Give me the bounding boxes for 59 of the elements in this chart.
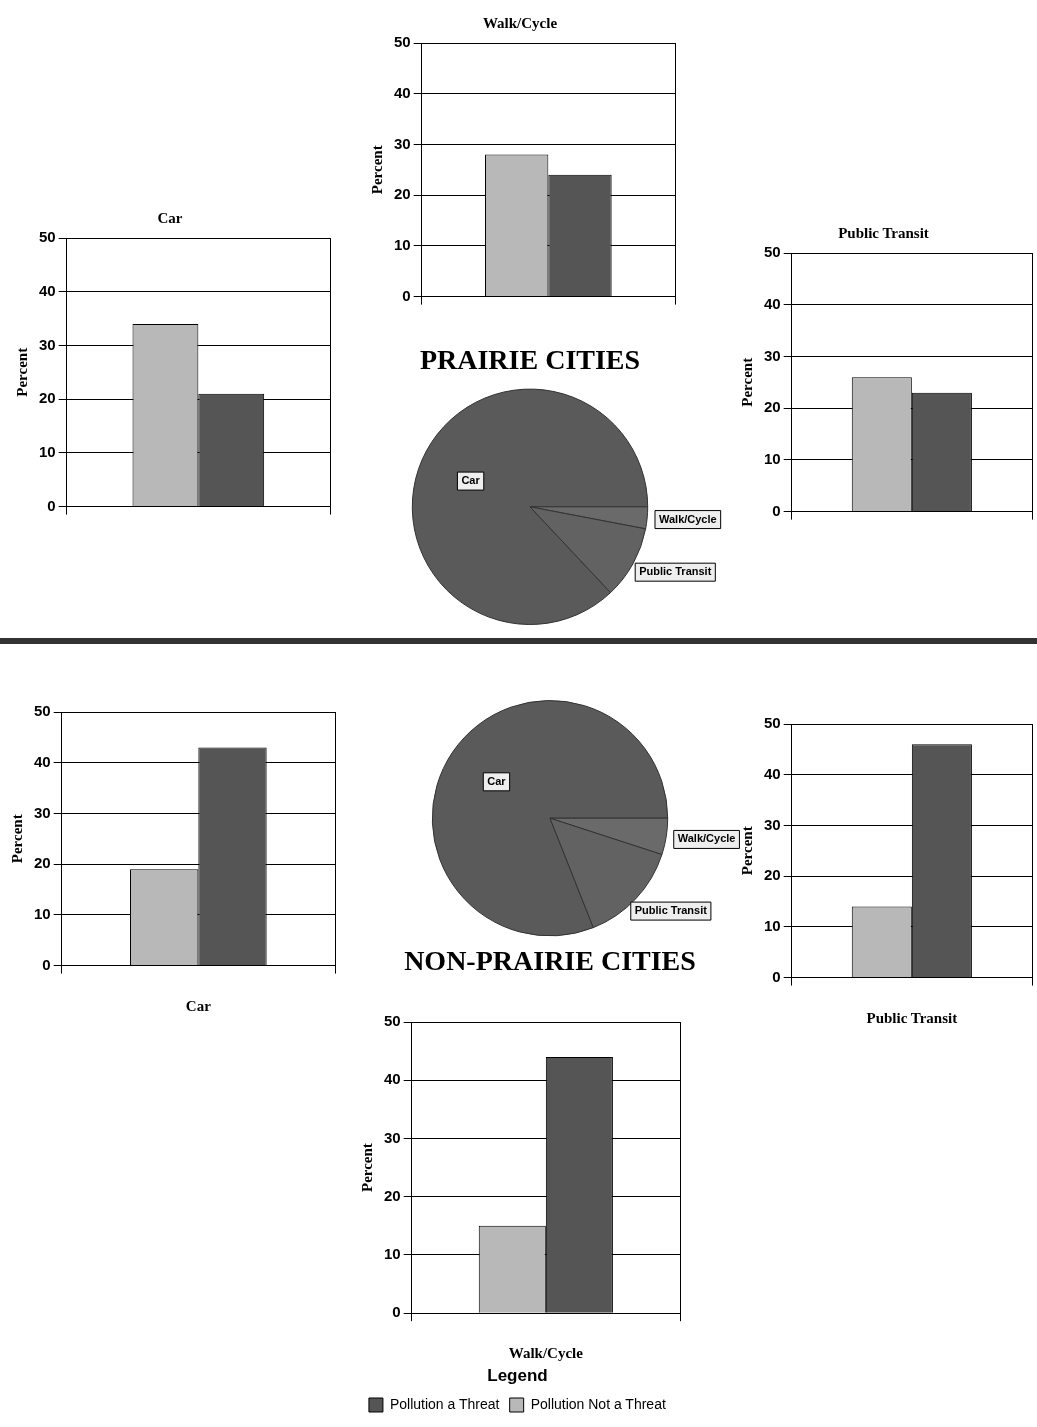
y-tick-label: 40 xyxy=(384,1070,401,1088)
y-tick-label: 50 xyxy=(384,1012,401,1030)
x-axis-title: Car xyxy=(185,997,212,1014)
slice-label: Public Transit xyxy=(639,565,712,578)
y-tick-label: 20 xyxy=(384,1186,401,1204)
y-tick-label: 30 xyxy=(394,134,411,152)
y-tick-label: 0 xyxy=(47,496,56,514)
y-tick-label: 20 xyxy=(764,398,781,416)
y-tick-label: 0 xyxy=(402,286,411,304)
text: NON-PRAIRIE CITIES xyxy=(404,945,696,977)
x-axis-title: Public Transit xyxy=(866,1009,958,1026)
y-tick-label: 50 xyxy=(39,228,56,246)
y-axis-title: Percent xyxy=(738,826,755,876)
y-tick-label: 30 xyxy=(34,803,51,821)
y-tick-label: 0 xyxy=(392,1303,401,1321)
y-tick-label: 40 xyxy=(764,764,781,782)
y-tick-label: 40 xyxy=(34,752,51,770)
y-tick-label: 0 xyxy=(772,501,781,519)
y-tick-label: 40 xyxy=(39,281,56,299)
y-tick-label: 30 xyxy=(39,335,56,353)
y-axis-title: Percent xyxy=(738,357,755,407)
chart-title: Car xyxy=(157,209,183,226)
chart-title: Walk/Cycle xyxy=(482,14,558,31)
slice-label: Walk/Cycle xyxy=(677,832,736,845)
y-tick-label: 0 xyxy=(772,967,781,985)
chart-title: PRAIRIE CITIES xyxy=(419,344,641,376)
slice-label: Public Transit xyxy=(634,904,708,917)
legend-label: Pollution a Threat xyxy=(389,1395,500,1412)
y-tick-label: 50 xyxy=(34,702,51,720)
slice-label: Car xyxy=(461,474,481,487)
y-tick-label: 10 xyxy=(394,236,411,254)
chart-title: Public Transit xyxy=(838,224,929,241)
slice-label: Walk/Cycle xyxy=(658,512,717,525)
y-tick-label: 10 xyxy=(764,450,781,468)
y-axis-title: Percent xyxy=(8,814,25,864)
y-tick-label: 20 xyxy=(34,854,51,872)
y-tick-label: 10 xyxy=(34,905,51,923)
legend-label: Pollution Not a Threat xyxy=(530,1395,666,1412)
y-tick-label: 50 xyxy=(764,243,781,261)
y-tick-label: 50 xyxy=(394,33,411,51)
y-tick-label: 40 xyxy=(764,294,781,312)
y-tick-label: 50 xyxy=(764,714,781,732)
slice-label: Car xyxy=(487,774,507,787)
y-tick-label: 10 xyxy=(764,917,781,935)
y-axis-title: Percent xyxy=(358,1143,375,1193)
y-tick-label: 10 xyxy=(384,1245,401,1263)
y-axis-title: Percent xyxy=(13,347,30,397)
y-tick-label: 0 xyxy=(42,955,51,973)
y-tick-label: 10 xyxy=(39,443,56,461)
y-tick-label: 20 xyxy=(394,185,411,203)
y-tick-label: 40 xyxy=(394,83,411,101)
y-tick-label: 30 xyxy=(384,1128,401,1146)
y-tick-label: 30 xyxy=(764,815,781,833)
x-axis-title: Walk/Cycle xyxy=(508,1345,584,1362)
y-tick-label: 20 xyxy=(39,389,56,407)
y-tick-label: 20 xyxy=(764,866,781,884)
legend-title: Legend xyxy=(487,1365,548,1385)
y-axis-title: Percent xyxy=(368,145,385,195)
y-tick-label: 30 xyxy=(764,346,781,364)
